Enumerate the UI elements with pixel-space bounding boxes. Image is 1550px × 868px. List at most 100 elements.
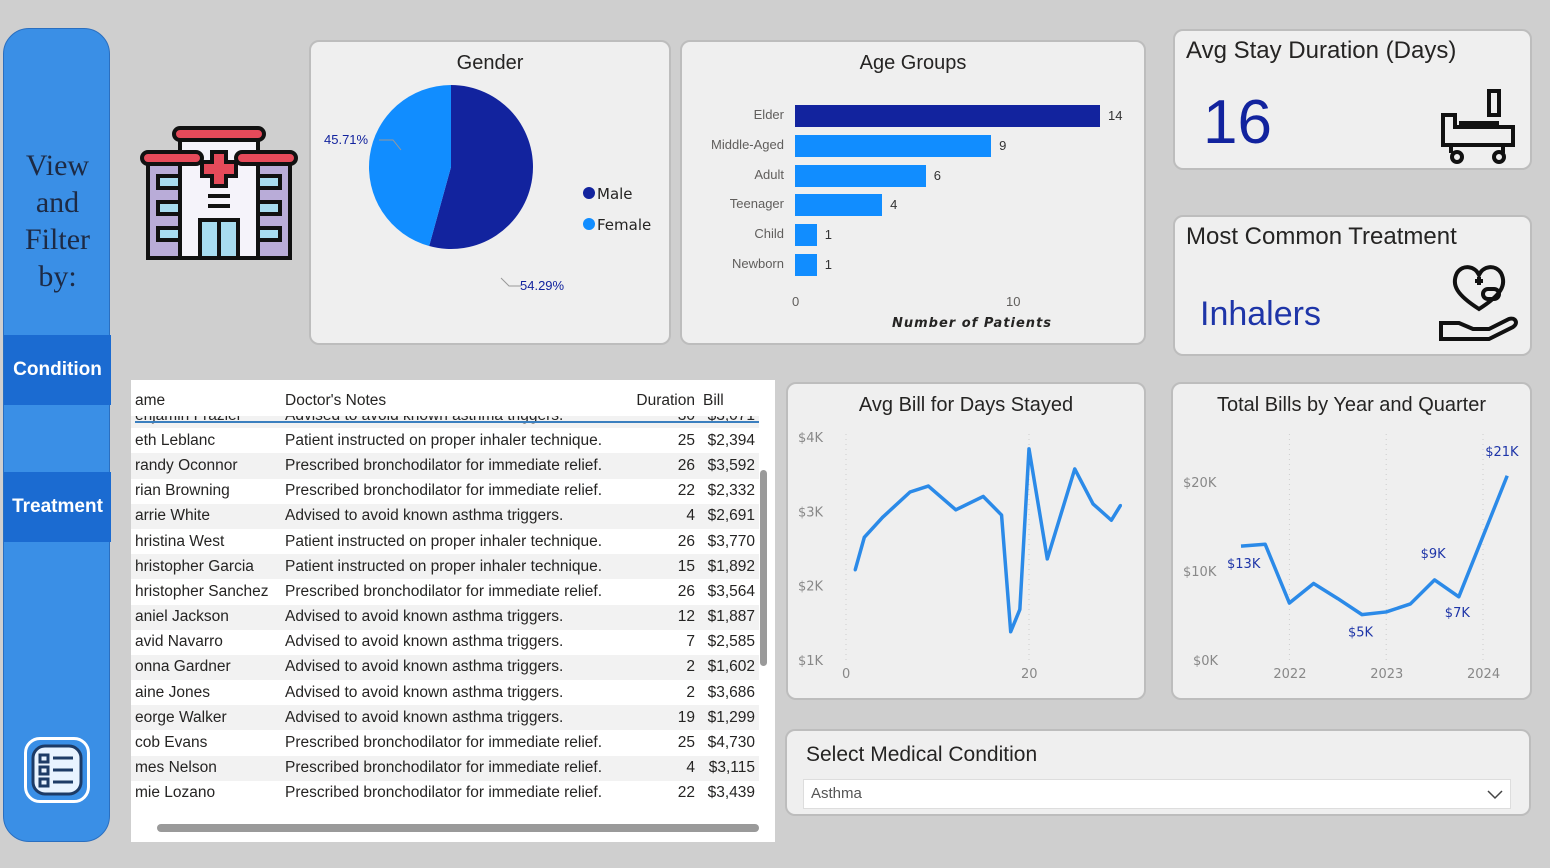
condition-button[interactable]: Condition [4, 335, 111, 405]
data-point [862, 535, 866, 539]
patient-table: ame Doctor's Notes Duration Bill enjamin… [131, 380, 775, 842]
table-row[interactable]: onna Gardner Advised to avoid known asthm… [131, 654, 759, 681]
data-point [1045, 557, 1049, 561]
sidebar: View and Filter by: Condition Treatment [3, 28, 111, 842]
cell-bill: $1,602 [699, 654, 759, 681]
legend-male-dot [583, 187, 595, 199]
table-row[interactable]: eorge Walker Advised to avoid known asthm… [131, 705, 759, 731]
avg-stay-value: 16 [1203, 88, 1272, 157]
header-duration[interactable]: Duration [632, 388, 699, 414]
data-point [881, 515, 885, 519]
heart-care-hand-icon [1439, 265, 1518, 341]
table-row[interactable]: aine Jones Advised to avoid known asthma … [131, 680, 759, 705]
condition-dropdown[interactable]: Asthma [803, 779, 1511, 809]
cell-bill: $3,115 [699, 755, 759, 781]
header-bill[interactable]: Bill [699, 388, 759, 414]
age-category-label: Newborn [731, 256, 784, 271]
table-row[interactable]: cob Evans Prescribed bronchodilator for i… [131, 730, 759, 755]
data-point [853, 568, 857, 572]
data-point [1018, 607, 1022, 611]
horizontal-scrollbar[interactable] [157, 824, 759, 832]
cell-name: hristina West [135, 532, 225, 550]
cell-duration: 25 [677, 734, 695, 752]
data-point [1009, 630, 1013, 634]
table-row[interactable]: eth Leblanc Patient instructed on proper … [131, 428, 759, 453]
cell-duration: 25 [677, 431, 695, 449]
table-row[interactable]: hristopher Garcia Patient instructed on p… [131, 554, 759, 580]
data-label: $13K [1227, 557, 1261, 572]
x-tick-10: 10 [1006, 294, 1021, 309]
common-treatment-card: Most Common Treatment Inhalers [1173, 215, 1532, 356]
header-notes[interactable]: Doctor's Notes [281, 388, 633, 414]
sidebar-title: View and Filter by: [25, 149, 90, 293]
cell-name: eth Leblanc [135, 431, 216, 449]
cell-name: arrie White [131, 503, 281, 529]
legend-female[interactable]: Female [597, 216, 652, 234]
age-category-label: Teenager [729, 196, 784, 212]
cell-duration: 26 [677, 582, 695, 600]
total-bills-line[interactable] [1240, 475, 1509, 617]
treatment-button[interactable]: Treatment [4, 472, 111, 542]
cell-duration: 19 [639, 705, 699, 731]
table-row[interactable]: avid Navarro Advised to avoid known asthm… [131, 630, 759, 655]
cell-name: hristopher Garcia [131, 554, 281, 580]
age-bar[interactable] [795, 105, 1100, 127]
gender-card: Gender 45.71% 54.29% Male Female [309, 40, 671, 345]
cell-name: rian Browning [135, 482, 230, 500]
cell-notes: Patient instructed on proper inhaler tec… [281, 554, 639, 580]
data-point [1119, 503, 1122, 507]
cell-notes: Advised to avoid known asthma triggers. [281, 705, 639, 731]
y-tick: $0K [1193, 654, 1219, 669]
total-bills-title: Total Bills by Year and Quarter [1216, 394, 1487, 416]
cell-bill: $2,394 [707, 431, 755, 449]
treatment-title: Most Common Treatment [1186, 223, 1457, 250]
data-point [1109, 518, 1113, 522]
pie-slice-female[interactable] [369, 85, 451, 247]
table-row[interactable]: hristina West Patient instructed on prope… [131, 529, 759, 554]
cell-bill: $3,686 [707, 683, 755, 701]
pie-slice-male[interactable] [429, 85, 534, 249]
hospital-bed-icon [1441, 89, 1515, 164]
y-tick: $20K [1183, 476, 1217, 491]
data-point [926, 484, 930, 488]
table-row[interactable]: hristopher Sanchez Prescribed bronchodila… [131, 579, 759, 604]
age-category-label: Middle-Aged [711, 136, 784, 152]
data-label: $21K [1485, 445, 1519, 460]
age-bar[interactable] [795, 164, 926, 187]
data-point [1000, 513, 1004, 517]
cell-bill: $2,332 [707, 482, 755, 500]
table-row[interactable]: randy Oconnor Prescribed bronchodilator f… [131, 453, 759, 479]
legend-male[interactable]: Male [597, 185, 633, 203]
table-row[interactable]: aniel Jackson Advised to avoid known asth… [131, 604, 759, 630]
avg-bill-line[interactable] [853, 447, 1122, 634]
y-tick: $10K [1183, 565, 1217, 580]
age-bar-value: 4 [890, 197, 898, 213]
table-row[interactable]: rian Browning Prescribed bronchodilator f… [131, 479, 759, 504]
age-bar[interactable] [795, 224, 817, 247]
x-tick-0: 0 [792, 294, 800, 309]
age-bar[interactable] [795, 194, 883, 217]
header-name[interactable]: ame [131, 388, 281, 414]
table-row[interactable]: mes Nelson Prescribed bronchodilator for … [131, 755, 759, 781]
age-bar[interactable] [795, 254, 817, 276]
cell-bill: $1,892 [699, 554, 759, 580]
table-row[interactable]: arrie White Advised to avoid known asthma… [131, 503, 759, 529]
vertical-scrollbar[interactable] [760, 470, 767, 666]
cell-bill: $3,592 [699, 453, 759, 479]
avg-stay-title: Avg Stay Duration (Days) [1186, 37, 1457, 64]
cell-notes: Advised to avoid known asthma triggers. [281, 604, 639, 630]
cell-bill: $2,691 [699, 503, 759, 529]
table-header: ame Doctor's Notes Duration Bill [131, 388, 759, 414]
age-bar[interactable] [795, 134, 992, 157]
data-label: $7K [1445, 606, 1471, 621]
cell-name: mie Lozano [135, 784, 216, 802]
cell-bill: $3,770 [707, 532, 755, 550]
table-row[interactable]: mie Lozano Prescribed bronchodilator for … [131, 781, 759, 806]
cell-duration: 4 [639, 503, 699, 529]
list-menu-icon[interactable] [24, 737, 90, 803]
data-label: $9K [1421, 547, 1447, 562]
cell-bill: $2,585 [707, 633, 755, 651]
cell-name: hristopher Sanchez [135, 582, 269, 600]
cell-name: cob Evans [135, 734, 208, 752]
